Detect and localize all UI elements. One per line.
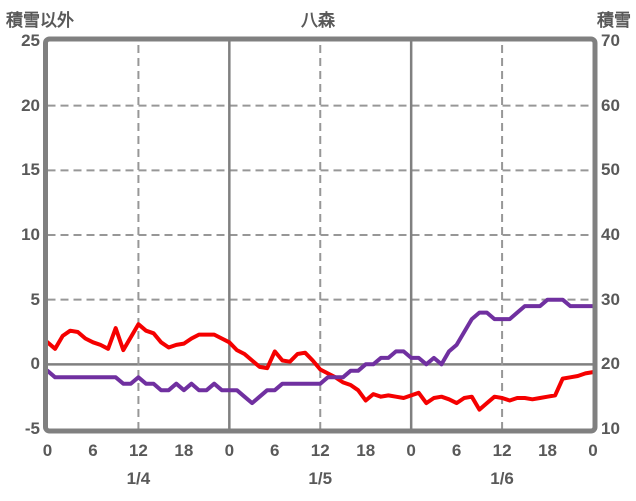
left-axis-tick-label: 0: [30, 354, 40, 374]
right-axis-tick-label: 60: [601, 95, 620, 115]
left-axis-tick-label: 20: [21, 95, 40, 115]
right-axis-tick-label: 70: [601, 31, 620, 50]
hour-tick-label: 18: [356, 441, 376, 460]
plot-border: [43, 36, 598, 434]
hour-tick-label: 18: [174, 441, 194, 460]
red-series-line: [45, 322, 595, 412]
right-axis-tick-label: 50: [601, 160, 620, 180]
left-axis-tick-label: 15: [21, 160, 40, 180]
hour-tick-label: 6: [88, 441, 98, 460]
hour-tick-label: 0: [406, 441, 416, 460]
hour-tick-label: 12: [492, 441, 512, 460]
left-axis-tick-label: -5: [24, 419, 40, 438]
left-axis-tick-label: 10: [21, 225, 40, 244]
right-axis-tick-label: 40: [601, 225, 620, 244]
hour-tick-label: 0: [224, 441, 235, 460]
hour-tick-label: 12: [310, 441, 330, 460]
hour-tick-label: 0: [42, 441, 53, 460]
chart-title: 八森: [301, 11, 335, 30]
left-axis-tick-label: 5: [30, 289, 40, 309]
date-tick-label: 1/5: [308, 469, 333, 488]
right-axis-tick-label: 20: [601, 354, 620, 374]
date-tick-label: 1/6: [490, 469, 514, 488]
left-axis-title: 積雪以外: [6, 11, 74, 30]
date-tick-label: 1/4: [126, 469, 151, 488]
right-axis-tick-label: 30: [601, 289, 620, 309]
right-axis-title: 積雪: [597, 11, 631, 30]
hour-tick-label: 18: [538, 441, 557, 460]
purple-series-line: [45, 297, 595, 406]
right-axis-tick-label: 10: [601, 419, 620, 438]
hour-tick-label: 0: [588, 441, 598, 460]
hour-tick-label: 6: [451, 441, 462, 460]
hour-tick-label: 6: [270, 441, 280, 460]
hour-tick-label: 12: [128, 441, 148, 460]
left-axis-tick-label: 25: [21, 31, 40, 50]
